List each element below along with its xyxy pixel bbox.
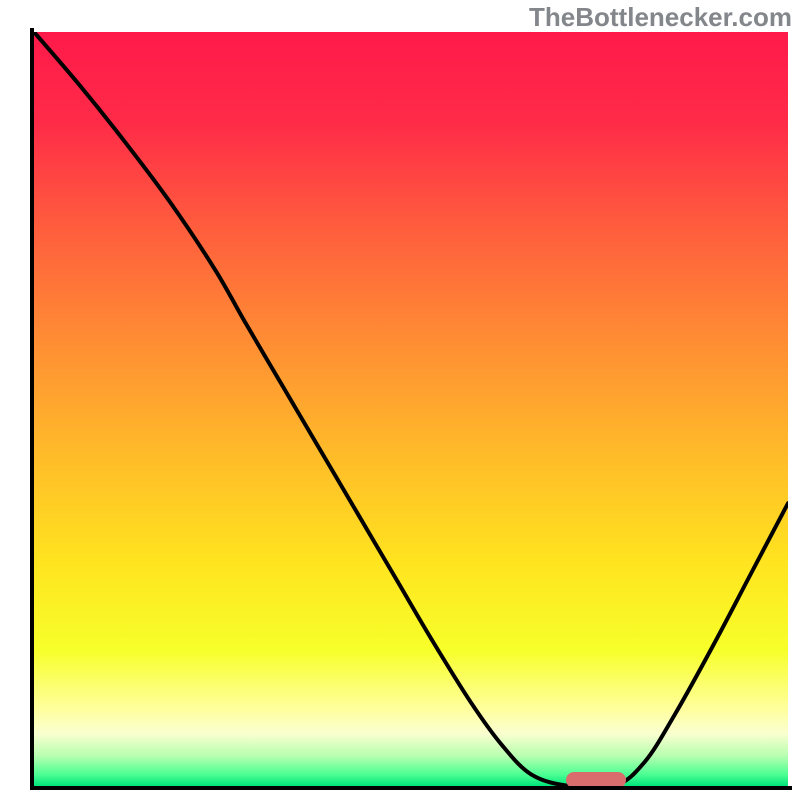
- chart-stage: TheBottlenecker.com: [0, 0, 800, 800]
- plot-area: [34, 32, 788, 786]
- y-axis: [30, 28, 34, 790]
- bottleneck-curve: [34, 32, 788, 786]
- x-axis: [30, 786, 792, 790]
- watermark-text: TheBottlenecker.com: [529, 2, 792, 33]
- optimal-point-marker: [566, 772, 626, 786]
